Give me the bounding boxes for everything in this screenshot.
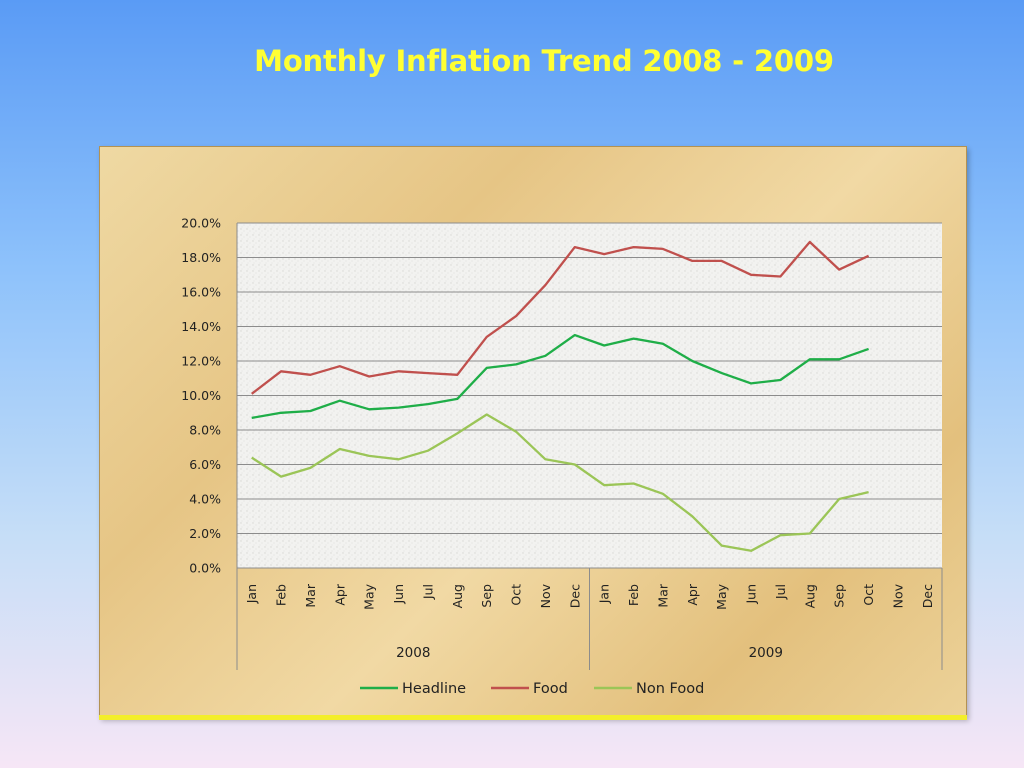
x-tick-label: Mar: [655, 583, 670, 607]
series-line-headline: [251, 333, 869, 420]
y-tick-label: 10.0%: [181, 388, 221, 403]
x-tick-label: Oct: [861, 584, 876, 606]
x-tick-label: Jul: [773, 584, 788, 600]
x-tick-label: Feb: [274, 584, 289, 606]
x-tick-label: May: [714, 583, 729, 609]
legend: Headline Food Non Food: [360, 681, 704, 697]
y-tick-label: 16.0%: [181, 285, 221, 300]
y-tick-label: 2.0%: [189, 526, 221, 541]
x-tick-label: Apr: [685, 583, 700, 605]
x-tick-label: Oct: [509, 584, 524, 606]
y-tick-label: 0.0%: [189, 561, 221, 576]
y-tick-label: 12.0%: [181, 354, 221, 369]
x-tick-label: Jan: [597, 584, 612, 604]
legend-label: Food: [533, 681, 568, 697]
x-tick-label: Mar: [303, 583, 318, 607]
y-tick-label: 14.0%: [181, 319, 221, 334]
series-line-food: [251, 240, 870, 395]
x-axis-year-groups: 2008 2009: [396, 568, 783, 670]
series-line-non-food: [251, 413, 869, 552]
x-axis-ticks: Jan Feb Mar Apr May Jun Jul Aug Sep Oct Nov Dec Jan F…: [244, 583, 935, 610]
legend-label: Non Food: [636, 681, 704, 697]
y-tick-label: 4.0%: [189, 492, 221, 507]
x-tick-label: Dec: [920, 584, 935, 608]
x-tick-label: Jan: [244, 584, 259, 604]
x-tick-label: Apr: [332, 583, 347, 605]
year-group-label: 2008: [396, 645, 430, 661]
y-tick-label: 18.0%: [181, 250, 221, 265]
x-tick-label: Sep: [832, 584, 847, 608]
series-lines: [251, 240, 870, 552]
legend-label: Headline: [402, 681, 466, 697]
y-tick-label: 20.0%: [181, 216, 221, 231]
x-tick-label: Jun: [744, 584, 759, 605]
y-tick-label: 6.0%: [189, 457, 221, 472]
y-axis-ticks: 0.0% 2.0% 4.0% 6.0% 8.0% 10.0% 12.0% 14.0% 16.0%…: [181, 216, 221, 576]
x-tick-label: Jun: [391, 584, 406, 605]
y-tick-label: 8.0%: [189, 423, 221, 438]
x-tick-label: Nov: [890, 583, 905, 608]
slide-title: Monthly Inflation Trend 2008 - 2009: [254, 44, 834, 78]
x-tick-label: May: [362, 583, 377, 609]
year-group-label: 2009: [749, 645, 783, 661]
x-tick-label: Jul: [420, 584, 435, 600]
frame-bottom-accent: [99, 715, 967, 720]
x-tick-label: Aug: [802, 584, 817, 608]
x-tick-label: Dec: [567, 584, 582, 608]
x-tick-label: Nov: [538, 583, 553, 608]
x-tick-label: Feb: [626, 584, 641, 606]
x-tick-label: Sep: [479, 584, 494, 608]
x-tick-label: Aug: [450, 584, 465, 608]
